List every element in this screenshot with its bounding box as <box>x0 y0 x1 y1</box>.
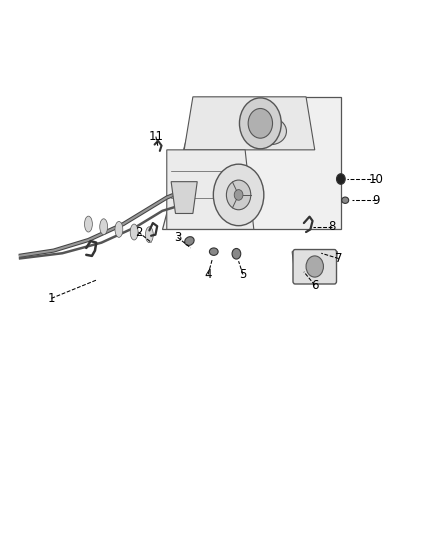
Circle shape <box>232 248 241 259</box>
Circle shape <box>234 190 243 200</box>
Ellipse shape <box>115 221 123 237</box>
Polygon shape <box>162 97 341 229</box>
Ellipse shape <box>85 216 92 232</box>
Circle shape <box>306 256 323 277</box>
Text: 1: 1 <box>48 292 55 305</box>
Ellipse shape <box>145 227 153 243</box>
Text: 11: 11 <box>148 130 163 143</box>
Polygon shape <box>292 252 337 266</box>
Ellipse shape <box>342 197 349 204</box>
Circle shape <box>248 109 272 138</box>
Text: 4: 4 <box>205 268 212 281</box>
Text: 2: 2 <box>135 225 142 239</box>
Ellipse shape <box>185 237 194 245</box>
Text: 5: 5 <box>239 268 247 281</box>
Circle shape <box>213 164 264 225</box>
Circle shape <box>336 174 345 184</box>
Ellipse shape <box>130 224 138 240</box>
Circle shape <box>240 98 281 149</box>
Text: 9: 9 <box>372 193 379 207</box>
Polygon shape <box>167 150 254 229</box>
Ellipse shape <box>209 248 218 255</box>
FancyBboxPatch shape <box>293 249 336 284</box>
Circle shape <box>226 180 251 210</box>
Text: 8: 8 <box>328 220 336 233</box>
Text: 7: 7 <box>335 252 343 265</box>
Ellipse shape <box>256 118 286 144</box>
Text: 3: 3 <box>174 231 181 244</box>
Ellipse shape <box>100 219 108 235</box>
Text: 10: 10 <box>368 173 383 185</box>
Polygon shape <box>171 182 197 214</box>
Polygon shape <box>184 97 315 150</box>
Text: 6: 6 <box>311 279 318 292</box>
